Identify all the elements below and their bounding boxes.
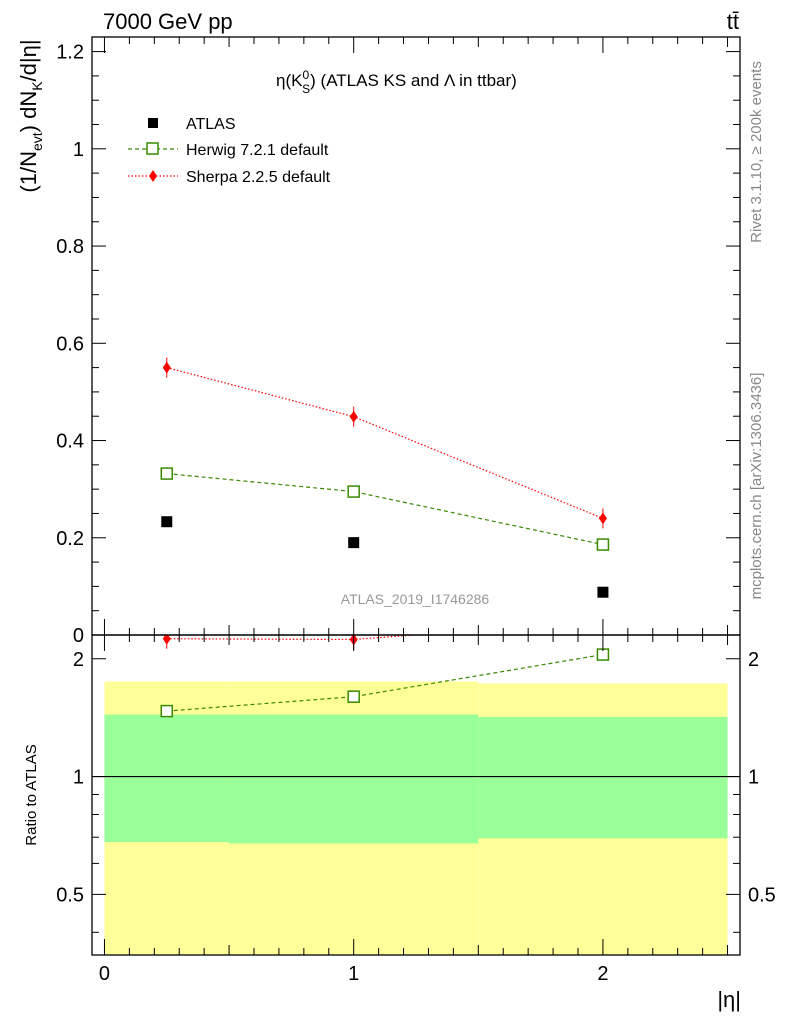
legend-marker-sherpa: [149, 170, 157, 182]
uncertainty-band: [478, 716, 728, 839]
main-point-atlas: [161, 516, 173, 528]
y-tick-label: 1: [73, 139, 84, 161]
legend-label-herwig: Herwig 7.2.1 default: [186, 142, 329, 159]
legend-label-sherpa: Sherpa 2.2.5 default: [186, 169, 331, 186]
legend-marker-herwig: [146, 142, 159, 155]
y-tick-label: 0.4: [56, 431, 84, 453]
analysis-id: ATLAS_2019_I1746286: [341, 591, 490, 607]
y-tick-label: 0.8: [56, 236, 84, 258]
ratio-point-sherpa: [162, 635, 171, 645]
main-panel: 0 0.2 0.4 0.6 0.8 1 1.2 η(K0 S) (ATLAS KS and Λ…: [16, 36, 741, 647]
main-line-herwig: [166, 472, 604, 546]
y-tick-label: 1.2: [56, 42, 84, 64]
process-label: tt̄: [727, 9, 739, 34]
main-point-herwig: [160, 467, 174, 480]
rivet-label: Rivet 3.1.10, ≥ 200k events: [748, 61, 765, 243]
ratio-y-tick-label-right: 0.5: [748, 884, 776, 906]
ratio-y-tick-label-right: 2: [748, 649, 759, 671]
ratio-point-herwig: [160, 704, 174, 718]
legend-entry-herwig: Herwig 7.2.1 default: [128, 142, 329, 159]
ratio-y-tick-label: 0.5: [56, 884, 84, 906]
x-tick-label: 2: [597, 963, 608, 985]
legend-entry-sherpa: Sherpa 2.2.5 default: [128, 169, 331, 186]
legend-entry-atlas: ATLAS: [148, 116, 236, 133]
main-point-atlas: [597, 586, 609, 598]
main-point-sherpa: [162, 361, 171, 374]
y-tick-label: 0: [73, 625, 84, 647]
ratio-panel: 0.5 0.5 1 1 2 2 0 1 2 Ratio to ATLAS |η|: [23, 634, 776, 1012]
y-tick-label: 0.6: [56, 333, 84, 355]
y-axis-label: (1/Nevt) dNK/d|η|: [16, 39, 45, 192]
main-point-sherpa: [598, 512, 607, 525]
ratio-point-herwig: [347, 690, 360, 703]
legend: ATLAS Herwig 7.2.1 default Sherpa 2.2.5 …: [128, 116, 331, 186]
main-point-atlas: [348, 537, 360, 549]
main-point-herwig: [596, 538, 610, 551]
x-tick-label: 0: [99, 963, 110, 985]
mcplots-label: mcplots.cern.ch [arXiv:1306.3436]: [748, 373, 765, 600]
energy-label: 7000 GeV pp: [103, 9, 233, 34]
legend-label-atlas: ATLAS: [186, 116, 236, 133]
ratio-frame: [91, 634, 741, 956]
ratio-y-tick-label: 1: [73, 767, 84, 789]
plot-title: η(K0 S) (ATLAS KS and Λ in ttbar): [276, 68, 517, 96]
uncertainty-band: [229, 714, 479, 844]
ratio-line-sherpa: [166, 635, 422, 641]
main-line-sherpa: [166, 367, 604, 519]
ratio-y-axis-label: Ratio to ATLAS: [23, 744, 40, 845]
legend-marker-atlas: [148, 118, 158, 128]
y-tick-label: 0.2: [56, 528, 84, 550]
uncertainty-band: [104, 714, 230, 843]
ratio-y-tick-label-right: 1: [748, 767, 759, 789]
ratio-y-tick-label: 2: [73, 649, 84, 671]
x-axis-label: |η|: [717, 987, 741, 1012]
x-tick-label: 1: [348, 963, 359, 985]
main-point-herwig: [347, 485, 360, 498]
main-point-sherpa: [349, 410, 358, 423]
